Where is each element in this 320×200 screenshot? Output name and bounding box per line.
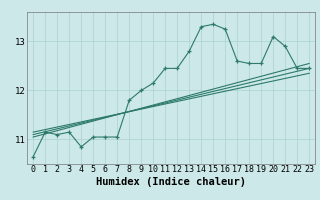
X-axis label: Humidex (Indice chaleur): Humidex (Indice chaleur) <box>96 177 246 187</box>
